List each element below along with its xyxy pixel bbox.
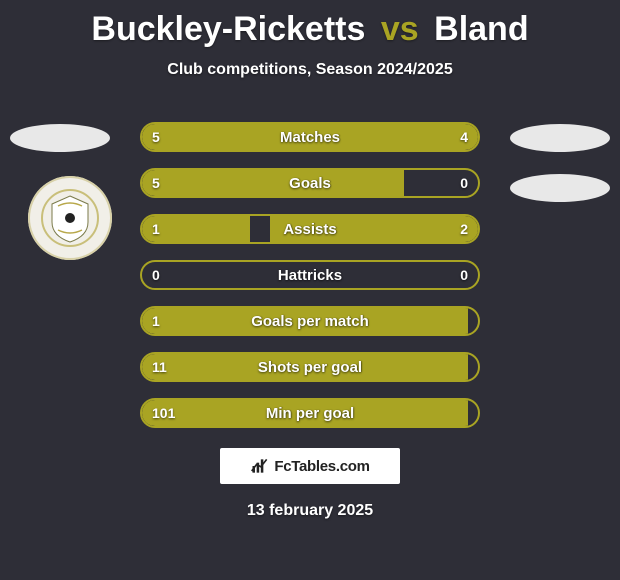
left-logo-placeholder-1 — [10, 124, 110, 152]
right-logo-placeholder-2 — [510, 174, 610, 202]
bar-fill-left — [142, 216, 250, 242]
bar-fill-left — [142, 170, 404, 196]
bar-track — [140, 260, 480, 290]
stat-row: Goals per match1 — [140, 306, 480, 336]
watermark-text: FcTables.com — [274, 458, 369, 475]
chart-icon — [250, 456, 270, 476]
bar-fill-right — [270, 216, 478, 242]
bar-fill-left — [142, 308, 468, 334]
bar-fill-left — [142, 400, 468, 426]
stat-row: Min per goal101 — [140, 398, 480, 428]
left-club-badge — [28, 176, 112, 260]
stat-row: Goals50 — [140, 168, 480, 198]
stat-row: Matches54 — [140, 122, 480, 152]
bar-fill-right — [328, 124, 478, 150]
right-logo-placeholder-1 — [510, 124, 610, 152]
bar-fill-left — [142, 354, 468, 380]
stat-bars: Matches54 Goals50 Assists12 Hattricks00 Goal… — [140, 122, 480, 444]
bar-track — [140, 306, 480, 336]
bar-track — [140, 214, 480, 244]
date-label: 13 february 2025 — [0, 502, 620, 520]
bar-track — [140, 352, 480, 382]
bar-track — [140, 398, 480, 428]
subtitle: Club competitions, Season 2024/2025 — [0, 61, 620, 79]
stat-row: Hattricks00 — [140, 260, 480, 290]
stat-row: Assists12 — [140, 214, 480, 244]
crest-icon — [40, 188, 100, 248]
player2-name: Bland — [434, 10, 528, 48]
vs-label: vs — [381, 10, 419, 48]
chart-area: Matches54 Goals50 Assists12 Hattricks00 Goal… — [0, 112, 620, 580]
bar-track — [140, 122, 480, 152]
bar-track — [140, 168, 480, 198]
bar-fill-left — [142, 124, 328, 150]
player1-name: Buckley-Ricketts — [91, 10, 365, 48]
stat-row: Shots per goal11 — [140, 352, 480, 382]
watermark-badge: FcTables.com — [220, 448, 400, 484]
comparison-title: Buckley-Ricketts vs Bland — [0, 0, 620, 49]
